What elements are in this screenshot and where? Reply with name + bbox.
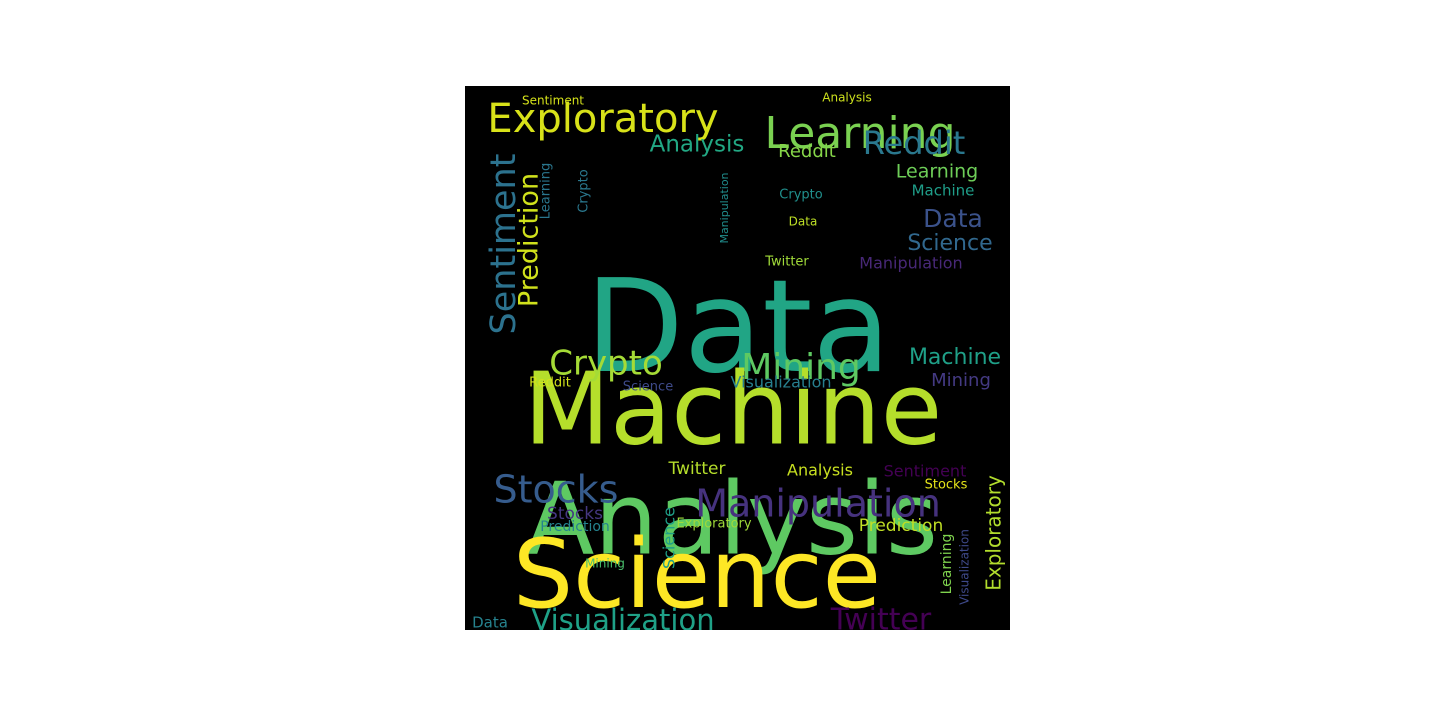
- cloud-word-learning: Learning: [764, 108, 955, 159]
- cloud-word-reddit: Reddit: [863, 124, 966, 162]
- cloud-word-machine: Machine: [524, 350, 943, 467]
- cloud-word-prediction: Prediction: [859, 516, 943, 536]
- cloud-word-prediction: Prediction: [540, 519, 610, 535]
- cloud-word-science: Science: [623, 380, 673, 395]
- cloud-word-mining: Mining: [931, 370, 991, 391]
- cloud-word-visualization: Visualization: [958, 529, 972, 605]
- cloud-word-learning: Learning: [539, 163, 554, 219]
- cloud-word-analysis: Analysis: [822, 91, 871, 105]
- cloud-word-machine: Machine: [909, 345, 1001, 370]
- cloud-word-learning: Learning: [939, 534, 955, 595]
- cloud-word-data: Data: [585, 253, 891, 402]
- cloud-word-twitter: Twitter: [830, 603, 932, 631]
- cloud-word-exploratory: Exploratory: [676, 517, 751, 532]
- cloud-word-visualization: Visualization: [531, 603, 714, 630]
- cloud-word-science: Science: [907, 231, 992, 256]
- cloud-word-manipulation: Manipulation: [695, 482, 941, 526]
- cloud-word-data: Data: [789, 215, 818, 229]
- cloud-word-analysis: Analysis: [526, 460, 938, 577]
- cloud-word-analysis: Analysis: [650, 132, 745, 158]
- cloud-word-exploratory: Exploratory: [982, 475, 1006, 591]
- cloud-word-sentiment: Sentiment: [884, 462, 967, 481]
- cloud-word-data: Data: [472, 614, 508, 631]
- cloud-word-learning: Learning: [896, 161, 979, 183]
- cloud-word-science: Science: [513, 520, 881, 630]
- cloud-word-crypto: Crypto: [577, 169, 592, 212]
- cloud-word-twitter: Twitter: [668, 459, 726, 479]
- cloud-word-crypto: Crypto: [549, 344, 663, 384]
- word-cloud: Data Machine Analysis Science Exploratory Lea…: [465, 86, 1010, 630]
- cloud-word-reddit: Reddit: [778, 141, 836, 162]
- cloud-word-twitter: Twitter: [764, 255, 809, 270]
- cloud-word-sentiment: Sentiment: [484, 154, 524, 335]
- cloud-word-prediction: Prediction: [514, 173, 545, 307]
- cloud-word-mining: Mining: [741, 347, 861, 388]
- cloud-word-mining: Mining: [585, 557, 625, 571]
- cloud-word-manipulation: Manipulation: [718, 172, 731, 243]
- cloud-word-sentiment: Sentiment: [522, 94, 584, 108]
- cloud-word-visualization: Visualization: [730, 373, 831, 392]
- cloud-word-stocks: Stocks: [547, 504, 603, 524]
- cloud-word-crypto: Crypto: [779, 188, 822, 203]
- cloud-word-stocks: Stocks: [925, 478, 968, 493]
- cloud-word-manipulation: Manipulation: [859, 254, 962, 273]
- cloud-word-exploratory: Exploratory: [487, 96, 718, 142]
- cloud-word-machine: Machine: [912, 182, 975, 200]
- cloud-word-data: Data: [923, 204, 983, 233]
- cloud-word-stocks: Stocks: [494, 468, 619, 512]
- cloud-word-analysis: Analysis: [787, 461, 853, 480]
- cloud-word-science: Science: [660, 507, 679, 569]
- cloud-word-reddit: Reddit: [529, 376, 571, 391]
